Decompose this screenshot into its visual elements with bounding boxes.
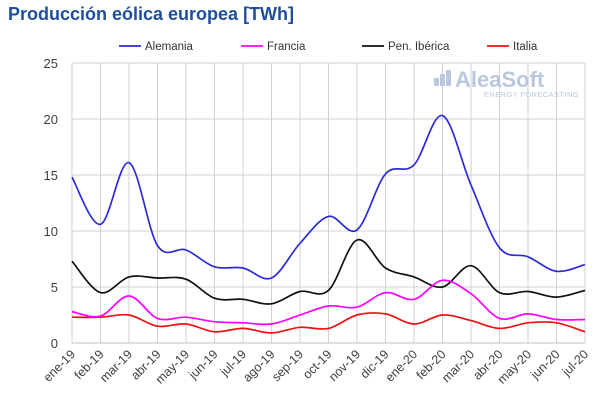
axes: 0510152025ene-19feb-19mar-19abr-19may-19…: [41, 56, 591, 387]
aleasoft-watermark: AleaSoft ENERGY FORECASTING: [434, 67, 579, 99]
legend-label-francia: Francia: [267, 41, 306, 53]
y-tick-label: 20: [44, 112, 58, 127]
x-tick-label: sep-19: [269, 347, 306, 384]
series-line-italia: [71, 312, 586, 334]
y-tick-label: 10: [44, 224, 58, 239]
legend-label-alemania: Alemania: [145, 41, 194, 53]
x-tick-label: ene-19: [41, 347, 78, 384]
x-tick-label: jun-20: [527, 347, 562, 382]
y-tick-label: 0: [51, 336, 58, 351]
legend-label-italia: Italia: [513, 41, 538, 53]
x-tick-label: jun-19: [185, 347, 220, 382]
x-tick-label: jul-20: [559, 347, 591, 379]
y-tick-label: 15: [44, 168, 58, 183]
watermark-tagline: ENERGY FORECASTING: [484, 90, 579, 99]
watermark-brand: AleaSoft: [455, 67, 545, 92]
legend-label-pen-ib-rica: Pen. Ibérica: [388, 41, 450, 53]
x-tick-label: mar-20: [439, 347, 477, 385]
series-lines: [71, 114, 586, 334]
y-tick-label: 25: [44, 56, 58, 71]
aleasoft-logo-icon: [434, 70, 451, 86]
series-line-francia: [71, 279, 586, 326]
series-line-alemania: [71, 114, 586, 280]
legend: Alemania Francia Pen. Ibérica Italia: [119, 41, 538, 53]
grid: [71, 62, 586, 344]
x-tick-label: ago-19: [240, 347, 277, 384]
x-tick-label: mar-19: [97, 347, 135, 385]
x-tick-label: ene-20: [383, 347, 420, 384]
x-tick-label: nov-19: [326, 347, 363, 384]
chart-title: Producción eólica europea [TWh]: [8, 4, 295, 24]
series-line-pen-ib-rica: [71, 239, 586, 305]
y-tick-label: 5: [51, 280, 58, 295]
